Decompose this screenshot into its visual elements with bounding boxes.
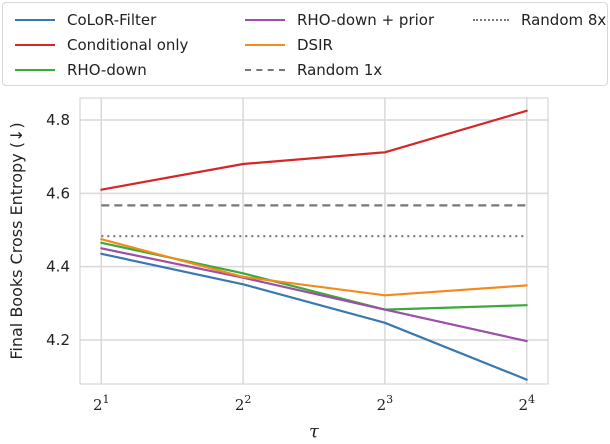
x-tick-exponent: 2 bbox=[244, 393, 251, 406]
x-tick-exponent: 4 bbox=[528, 393, 535, 406]
x-tick-label: 23 bbox=[377, 393, 394, 414]
legend-item: Random 8x bbox=[473, 9, 606, 31]
legend-swatch bbox=[15, 44, 55, 46]
legend-label: Conditional only bbox=[67, 36, 189, 54]
legend-label: Random 8x bbox=[521, 11, 607, 29]
x-tick-exponent: 3 bbox=[386, 393, 393, 406]
legend-item: RHO-down + prior bbox=[245, 9, 434, 31]
y-tick-label: 4.6 bbox=[46, 184, 70, 202]
series-line-rho-down-prior bbox=[100, 247, 528, 343]
legend-swatch bbox=[245, 19, 285, 21]
series-line-conditional-only bbox=[100, 109, 528, 191]
legend-swatch bbox=[15, 19, 55, 21]
legend-label: CoLoR-Filter bbox=[67, 11, 157, 29]
legend-swatch bbox=[473, 19, 509, 21]
legend-item: Conditional only bbox=[15, 34, 188, 56]
legend-swatch bbox=[245, 44, 285, 46]
x-tick-label: 21 bbox=[93, 393, 110, 414]
legend-item: DSIR bbox=[245, 34, 333, 56]
legend-swatch bbox=[245, 69, 285, 71]
x-tick-exponent: 1 bbox=[103, 393, 110, 406]
legend-item: RHO-down bbox=[15, 59, 147, 81]
chart-legend: CoLoR-Filter Conditional only RHO-down RHO-… bbox=[2, 2, 608, 86]
y-tick-label: 4.2 bbox=[46, 331, 70, 349]
x-tick-base: 2 bbox=[235, 396, 245, 414]
legend-label: DSIR bbox=[297, 36, 333, 54]
y-tick-label: 4.4 bbox=[46, 258, 70, 276]
x-tick-label: 22 bbox=[235, 393, 252, 414]
legend-item: CoLoR-Filter bbox=[15, 9, 156, 31]
y-axis-label: Final Books Cross Entropy (↓) bbox=[7, 122, 26, 359]
legend-label: RHO-down + prior bbox=[297, 11, 435, 29]
series-line-color-filter bbox=[100, 252, 528, 381]
series-line-dsir bbox=[100, 238, 528, 297]
plot-area bbox=[80, 98, 548, 384]
legend-swatch bbox=[15, 69, 55, 71]
y-tick-label: 4.8 bbox=[46, 111, 70, 129]
x-tick-base: 2 bbox=[377, 396, 387, 414]
legend-label: RHO-down bbox=[67, 61, 147, 79]
legend-item: Random 1x bbox=[245, 59, 382, 81]
x-tick-label: 24 bbox=[518, 393, 535, 414]
x-tick-base: 2 bbox=[93, 396, 103, 414]
x-axis-label: τ bbox=[309, 421, 320, 442]
x-tick-base: 2 bbox=[518, 396, 528, 414]
legend-label: Random 1x bbox=[297, 61, 383, 79]
plot-frame bbox=[79, 97, 549, 385]
